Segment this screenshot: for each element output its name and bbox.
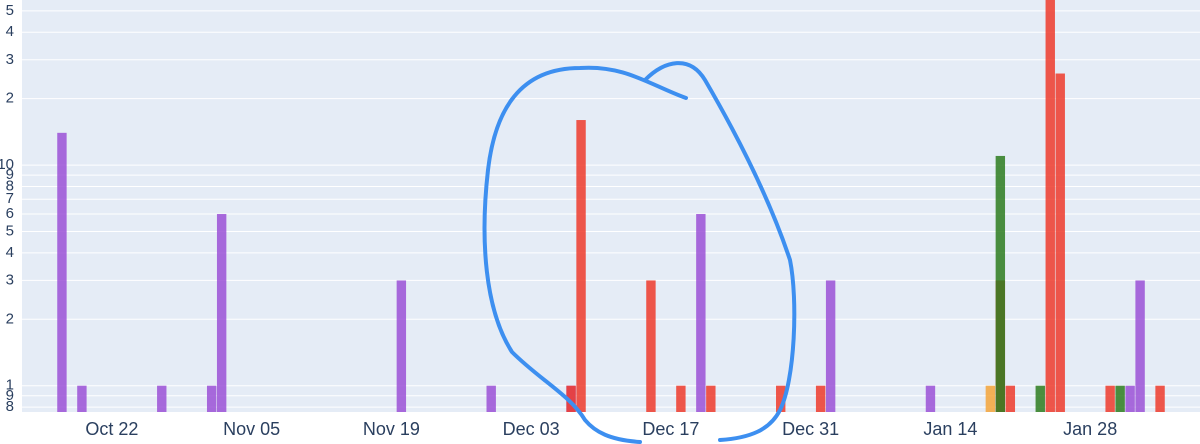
bar — [1005, 385, 1016, 412]
bar — [1045, 0, 1055, 412]
y-tick-label: 7 — [6, 190, 14, 207]
y-tick-label: 3 — [6, 271, 14, 288]
x-tick-label: Dec 03 — [503, 419, 560, 439]
bar — [157, 385, 167, 412]
bar — [646, 280, 656, 412]
bar — [985, 385, 996, 412]
bar — [1125, 385, 1135, 412]
y-tick-label: 8 — [6, 177, 14, 194]
x-tick-label: Dec 17 — [642, 419, 699, 439]
bar — [776, 385, 786, 412]
bar — [57, 132, 67, 412]
x-tick-label: Oct 22 — [85, 419, 138, 439]
bar — [77, 385, 87, 412]
bar — [216, 214, 227, 412]
x-tick-label: Jan 28 — [1063, 419, 1117, 439]
bar — [1135, 280, 1145, 412]
bar — [1055, 73, 1065, 412]
bar — [396, 280, 407, 412]
bar — [1115, 385, 1125, 412]
y-tick-label: 1 — [6, 377, 14, 394]
y-tick-label: 5 — [6, 2, 14, 19]
x-tick-label: Jan 14 — [923, 419, 977, 439]
x-tick-label: Nov 05 — [223, 419, 280, 439]
y-tick-label: 4 — [6, 244, 14, 261]
y-tick-label: 8 — [6, 398, 14, 415]
y-tick-label: 6 — [6, 205, 14, 222]
hand-drawn-annotation — [482, 61, 797, 444]
y-tick-label: 9 — [6, 387, 14, 404]
y-tick-label: 4 — [6, 23, 14, 40]
y-tick-label: 2 — [6, 310, 14, 327]
bar — [486, 385, 496, 412]
bar — [576, 120, 586, 412]
bar — [995, 155, 1006, 412]
bar — [206, 385, 217, 412]
bar — [566, 385, 576, 412]
plot-background — [22, 0, 1200, 412]
y-tick-label: 10 — [0, 156, 14, 173]
y-tick-label: 2 — [6, 90, 14, 107]
bar — [1105, 385, 1115, 412]
bar — [1155, 385, 1165, 412]
y-tick-label: 9 — [6, 166, 14, 183]
bar — [696, 214, 706, 412]
y-tick-label: 3 — [6, 51, 14, 68]
x-tick-label: Dec 31 — [782, 419, 839, 439]
bar — [706, 385, 716, 412]
bar — [815, 385, 826, 412]
bar — [676, 385, 686, 412]
y-tick-label: 5 — [6, 222, 14, 239]
x-tick-label: Nov 19 — [363, 419, 420, 439]
bar — [925, 385, 936, 412]
bar — [825, 280, 836, 412]
bar — [1035, 385, 1045, 412]
